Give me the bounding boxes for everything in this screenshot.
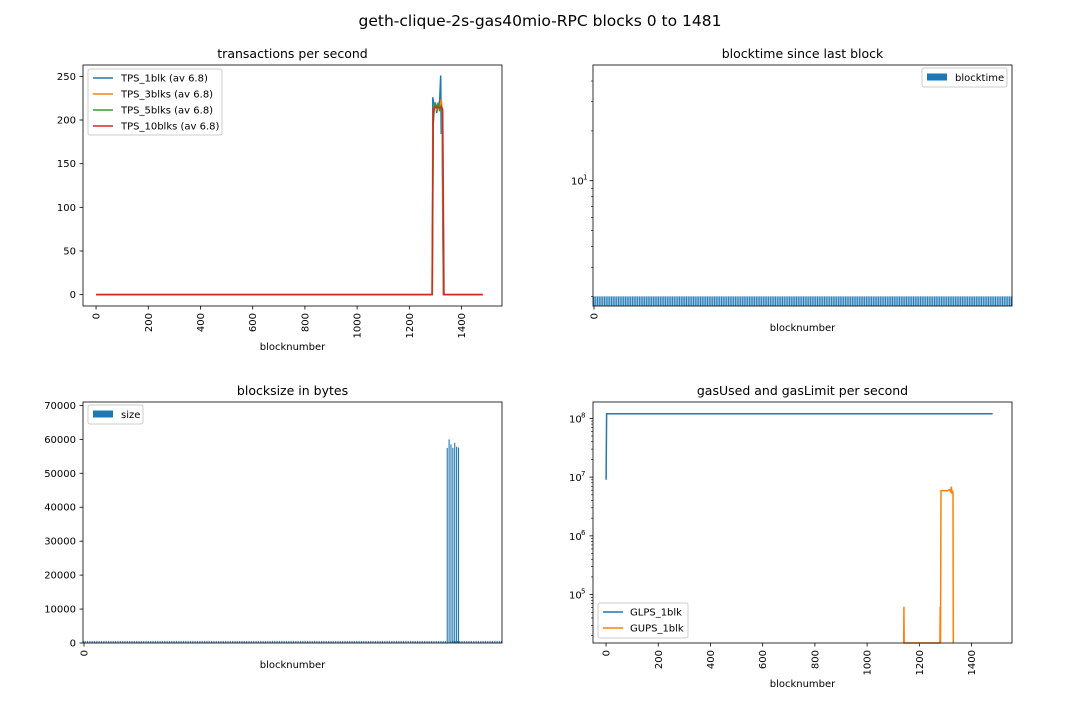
blocktime-y-tick-exponent: 1 (583, 174, 587, 182)
blocktime-title: blocktime since last block (722, 46, 884, 61)
blocksize-y-tick-label: 10000 (44, 605, 76, 616)
blocksize-legend: size (87, 404, 144, 425)
blocktime-bar-band (593, 296, 1012, 306)
gas-x-ticks: 0 200 400 600 800 1000 1200 1400 (602, 643, 978, 675)
tps-y-tick-label: 200 (57, 116, 76, 127)
gas-y-tick-base: 10 (569, 473, 582, 484)
tps-x-tick-label: 1000 (353, 313, 364, 338)
tps-x-tick-label: 200 (144, 313, 155, 332)
blocktime-bars (593, 296, 1012, 306)
blocktime-axes-frame (592, 64, 1013, 307)
gas-legend: GLPS_1blk GUPS_1blk (597, 602, 689, 639)
tps-legend-label-1: TPS_1blk (av 6.8) (120, 74, 208, 85)
blocksize-xlabel: blocknumber (260, 660, 326, 671)
blocksize-x-tick-label: 0 (80, 650, 91, 656)
tps-title: transactions per second (217, 46, 367, 61)
tps-xlabel: blocknumber (260, 342, 326, 353)
gas-y-tick-exponent: 8 (581, 411, 585, 419)
tps-y-tick-label: 250 (57, 72, 76, 83)
gas-legend-label-1: GLPS_1blk (630, 608, 682, 619)
panel-blocksize: blocksize in bytes blocknumber 0 10000 200… (44, 383, 503, 671)
gas-y-tick-base: 10 (569, 591, 582, 602)
tps-x-tick-label: 1200 (405, 313, 416, 338)
blocksize-y-tick-label: 0 (70, 639, 76, 650)
blocksize-title: blocksize in bytes (237, 383, 348, 398)
gas-xlabel: blocknumber (770, 679, 836, 690)
blocksize-legend-box (87, 404, 144, 425)
panel-gas: gasUsed and gasLimit per second blocknum… (569, 383, 1013, 690)
gas-x-tick-label: 600 (758, 650, 769, 669)
panel-tps: transactions per second blocknumber 0 200… (57, 46, 503, 353)
tps-y-tick-label: 150 (57, 159, 76, 170)
panel-blocktime: blocktime since last block blocknumber 1… (571, 46, 1013, 334)
blocktime-legend-box (921, 67, 1008, 88)
blocksize-legend-swatch (93, 410, 113, 418)
blocksize-y-tick-label: 50000 (44, 469, 76, 480)
gas-axes-frame (592, 401, 1013, 644)
gas-y-tick-exponent: 6 (581, 529, 586, 537)
tps-y-tick-label: 100 (57, 203, 76, 214)
blocksize-legend-label: size (121, 410, 140, 421)
tps-x-tick-label: 0 (92, 313, 103, 319)
tps-x-tick-label: 400 (196, 313, 207, 332)
gas-y-tick-base: 10 (569, 414, 582, 425)
gas-y-tick-base: 10 (569, 532, 582, 543)
gas-title: gasUsed and gasLimit per second (697, 383, 908, 398)
gas-x-tick-label: 200 (654, 650, 665, 669)
tps-legend-label-3: TPS_5blks (av 6.8) (120, 106, 213, 117)
figure-suptitle: geth-clique-2s-gas40mio-RPC blocks 0 to … (359, 12, 722, 30)
gas-y-tick-exponent: 7 (581, 470, 585, 478)
blocksize-axes-frame (82, 401, 503, 644)
tps-x-tick-label: 1400 (457, 313, 468, 338)
blocktime-x-tick-label: 0 (590, 313, 601, 319)
gas-legend-label-2: GUPS_1blk (630, 624, 684, 635)
blocktime-xlabel: blocknumber (770, 323, 836, 334)
tps-y-ticks: 0 50 100 150 200 250 (57, 72, 83, 301)
gas-series-line-2 (902, 486, 955, 644)
tps-y-tick-label: 50 (63, 246, 76, 257)
blocksize-y-tick-label: 60000 (44, 435, 76, 446)
tps-legend-box (87, 68, 223, 136)
gas-x-tick-label: 400 (706, 650, 717, 669)
gas-x-tick-label: 1200 (915, 650, 926, 675)
tps-legend-label-2: TPS_3blks (av 6.8) (120, 90, 213, 101)
tps-x-tick-label: 800 (300, 313, 311, 332)
tps-series (96, 75, 483, 296)
tps-axes-frame (82, 64, 503, 307)
gas-x-tick-label: 800 (810, 650, 821, 669)
blocksize-y-tick-label: 20000 (44, 571, 76, 582)
blocksize-ticks: 0 10000 20000 30000 40000 50000 60000 70000 0 (44, 401, 90, 656)
gas-y-tick-exponent: 5 (581, 588, 585, 596)
blocksize-y-tick-label: 70000 (44, 401, 76, 412)
gas-x-tick-label: 1000 (863, 650, 874, 675)
gas-x-tick-label: 1400 (967, 650, 978, 675)
tps-x-tick-label: 600 (248, 313, 259, 332)
tps-y-tick-label: 0 (70, 290, 76, 301)
blocktime-legend-label: blocktime (955, 73, 1004, 84)
blocktime-y-tick-label: 10 (571, 177, 584, 188)
tps-legend: TPS_1blk (av 6.8) TPS_3blks (av 6.8) TPS… (87, 68, 223, 136)
tps-series-line-4 (96, 105, 483, 296)
blocksize-y-tick-label: 40000 (44, 503, 76, 514)
blocksize-y-tick-label: 30000 (44, 537, 76, 548)
gas-x-tick-label: 0 (602, 650, 613, 656)
tps-legend-label-4: TPS_10blks (av 6.8) (120, 122, 220, 133)
blocksize-bars (83, 439, 502, 643)
blocktime-legend-swatch (927, 73, 947, 81)
blocktime-ticks: 10 10 (571, 80, 601, 319)
blocktime-legend: blocktime (921, 67, 1008, 88)
tps-x-ticks: 0 200 400 600 800 1000 1200 1400 (92, 306, 468, 338)
gas-series-line-1 (605, 412, 993, 480)
